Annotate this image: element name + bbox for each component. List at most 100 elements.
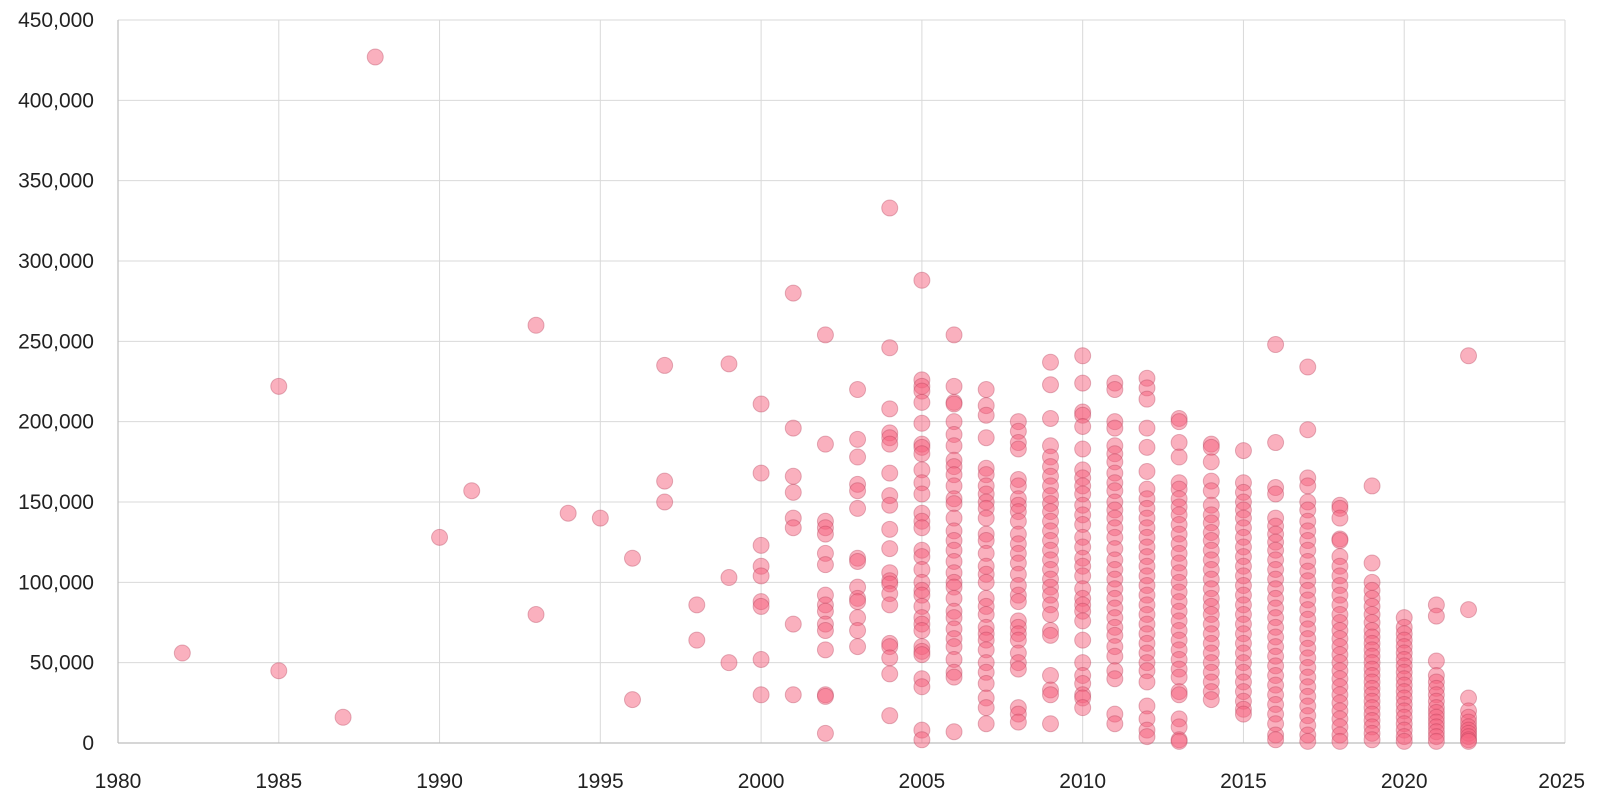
scatter-point bbox=[591, 509, 609, 527]
scatter-point bbox=[1009, 660, 1027, 678]
scatter-point bbox=[1138, 390, 1156, 408]
scatter-point bbox=[849, 622, 867, 640]
scatter-point bbox=[1042, 686, 1060, 704]
scatter-point bbox=[1363, 477, 1381, 495]
scatter-point bbox=[623, 549, 641, 567]
scatter-point bbox=[270, 662, 288, 680]
scatter-point bbox=[366, 48, 384, 66]
scatter-point bbox=[816, 326, 834, 344]
scatter-point bbox=[784, 686, 802, 704]
scatter-point bbox=[784, 615, 802, 633]
scatter-point bbox=[849, 482, 867, 500]
scatter-point bbox=[1138, 462, 1156, 480]
scatter-point bbox=[431, 528, 449, 546]
scatter-point bbox=[977, 429, 995, 447]
data-points bbox=[173, 48, 1478, 750]
scatter-point bbox=[1267, 434, 1285, 452]
scatter-point bbox=[816, 687, 834, 705]
scatter-point bbox=[1170, 448, 1188, 466]
scatter-point bbox=[977, 699, 995, 717]
scatter-point bbox=[1202, 691, 1220, 709]
scatter-point bbox=[1170, 668, 1188, 686]
scatter-point bbox=[816, 724, 834, 742]
scatter-point bbox=[1331, 732, 1349, 750]
scatter-point bbox=[881, 464, 899, 482]
scatter-point bbox=[913, 393, 931, 411]
scatter-point bbox=[784, 419, 802, 437]
scatter-point bbox=[1042, 715, 1060, 733]
y-tick-label: 50,000 bbox=[30, 652, 94, 675]
scatter-point bbox=[527, 316, 545, 334]
scatter-point bbox=[720, 569, 738, 587]
scatter-point bbox=[816, 622, 834, 640]
scatter-point bbox=[1427, 652, 1445, 670]
scatter-point bbox=[913, 445, 931, 463]
scatter-point bbox=[913, 731, 931, 749]
scatter-point bbox=[1202, 438, 1220, 456]
scatter-point bbox=[816, 435, 834, 453]
scatter-point bbox=[945, 495, 963, 513]
scatter-point bbox=[720, 654, 738, 672]
scatter-point bbox=[1202, 482, 1220, 500]
scatter-point bbox=[656, 472, 674, 490]
scatter-point bbox=[1138, 728, 1156, 746]
x-tick-label: 2010 bbox=[1059, 770, 1106, 793]
y-tick-label: 450,000 bbox=[18, 9, 94, 32]
scatter-point bbox=[1009, 593, 1027, 611]
scatter-point bbox=[1138, 438, 1156, 456]
scatter-point bbox=[913, 622, 931, 640]
scatter-point bbox=[752, 567, 770, 585]
x-tick-label: 2020 bbox=[1381, 770, 1428, 793]
scatter-point bbox=[1074, 440, 1092, 458]
scatter-point bbox=[1363, 731, 1381, 749]
scatter-point bbox=[784, 483, 802, 501]
scatter-point bbox=[913, 646, 931, 664]
x-tick-label: 1995 bbox=[577, 770, 624, 793]
scatter-point bbox=[1074, 347, 1092, 365]
y-tick-label: 0 bbox=[82, 732, 94, 755]
x-tick-label: 2025 bbox=[1538, 770, 1585, 793]
grid-lines bbox=[118, 19, 1566, 743]
scatter-point bbox=[977, 381, 995, 399]
scatter-point bbox=[849, 499, 867, 517]
scatter-point bbox=[752, 686, 770, 704]
scatter-point bbox=[881, 339, 899, 357]
scatter-point bbox=[270, 377, 288, 395]
y-tick-label: 300,000 bbox=[18, 250, 94, 273]
scatter-point bbox=[1042, 409, 1060, 427]
scatter-point bbox=[1042, 376, 1060, 394]
scatter-point bbox=[913, 485, 931, 503]
scatter-point bbox=[1138, 419, 1156, 437]
scatter-point bbox=[881, 649, 899, 667]
scatter-point bbox=[752, 650, 770, 668]
scatter-point bbox=[816, 525, 834, 543]
x-tick-label: 2005 bbox=[899, 770, 946, 793]
scatter-point bbox=[752, 395, 770, 413]
y-tick-label: 400,000 bbox=[18, 89, 94, 112]
scatter-point bbox=[1363, 554, 1381, 572]
scatter-point bbox=[945, 326, 963, 344]
scatter-point bbox=[913, 414, 931, 432]
scatter-point bbox=[1042, 353, 1060, 371]
scatter-point bbox=[1427, 732, 1445, 750]
scatter-point bbox=[849, 448, 867, 466]
scatter-point bbox=[656, 493, 674, 511]
scatter-point bbox=[334, 708, 352, 726]
scatter-point bbox=[1267, 336, 1285, 354]
scatter-point bbox=[1042, 605, 1060, 623]
scatter-point bbox=[1170, 686, 1188, 704]
x-tick-label: 1990 bbox=[416, 770, 463, 793]
scatter-point bbox=[752, 464, 770, 482]
scatter-point bbox=[623, 691, 641, 709]
scatter-point bbox=[752, 536, 770, 554]
scatter-point bbox=[1106, 670, 1124, 688]
scatter-point bbox=[1106, 381, 1124, 399]
scatter-point bbox=[977, 675, 995, 693]
scatter-point bbox=[816, 556, 834, 574]
y-tick-label: 350,000 bbox=[18, 170, 94, 193]
scatter-point bbox=[849, 552, 867, 570]
scatter-point bbox=[784, 284, 802, 302]
scatter-point bbox=[463, 482, 481, 500]
scatter-point bbox=[1299, 477, 1317, 495]
